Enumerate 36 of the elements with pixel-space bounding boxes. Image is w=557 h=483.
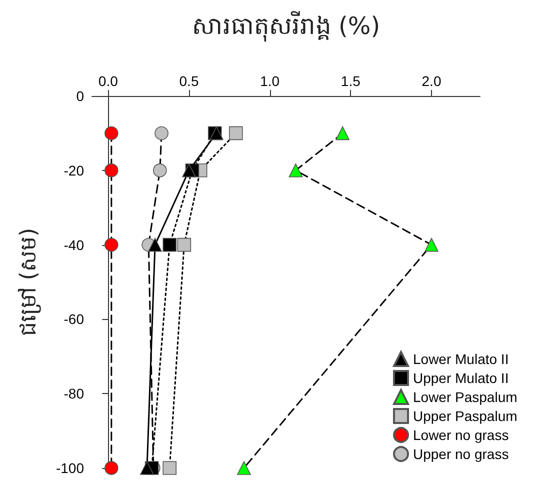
point: [153, 164, 167, 178]
point: [177, 238, 192, 252]
y-tick-label: -80: [64, 386, 84, 402]
point: [288, 164, 303, 178]
point: [336, 126, 350, 140]
point: [104, 238, 118, 252]
legend-label: Upper Mulato II: [413, 370, 509, 386]
point: [104, 126, 118, 140]
legend-label: Lower Paspalum: [413, 389, 518, 405]
point: [162, 461, 176, 475]
legend-label: Lower no grass: [413, 427, 509, 443]
point: [228, 126, 243, 140]
x-tick-label: 1.5: [340, 73, 361, 89]
point: [162, 238, 176, 252]
point: [154, 126, 168, 140]
y-tick-label: -40: [64, 236, 84, 253]
point: [237, 461, 251, 475]
y-tick-label: 0: [76, 88, 84, 104]
x-tick-label: 0.5: [179, 73, 199, 89]
point: [104, 164, 118, 178]
legend-label: Upper no grass: [413, 446, 509, 462]
y-axis-title: ជម្រៅ (សម): [16, 228, 42, 336]
y-tick-label: -60: [64, 311, 84, 328]
x-tick-label: 0.0: [98, 73, 118, 89]
point: [424, 238, 438, 252]
point: [140, 461, 154, 475]
x-axis-title: សារធាតុសរីរាង្គ (%): [192, 11, 380, 42]
x-tick-label: 2.0: [422, 73, 442, 89]
point: [182, 164, 196, 178]
y-tick-label: -20: [64, 162, 84, 178]
point: [148, 238, 162, 252]
x-tick-label: 1.0: [260, 73, 280, 89]
y-tick-label: -100: [56, 460, 84, 476]
point: [104, 461, 118, 475]
legend-label: Upper Paspalum: [413, 408, 518, 424]
legend-label: Lower Mulato II: [413, 351, 509, 367]
